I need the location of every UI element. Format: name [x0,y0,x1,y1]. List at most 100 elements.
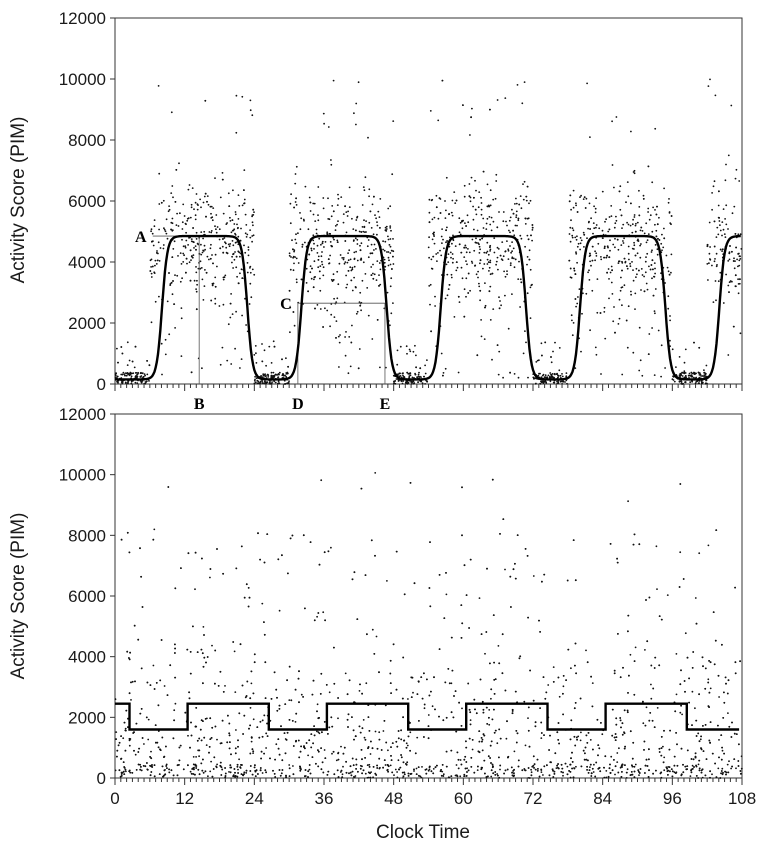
data-point [344,354,347,357]
data-point [326,233,329,235]
data-point [479,248,481,251]
data-point [620,726,622,729]
data-point [621,260,623,263]
data-point [630,202,632,205]
data-point [716,264,718,266]
data-point [738,264,741,267]
data-point [333,238,335,241]
data-point [437,217,440,220]
data-point [486,263,489,265]
data-point [489,250,491,252]
data-point [340,196,343,199]
data-point [327,733,329,735]
data-point [441,242,443,245]
data-point [714,762,716,765]
data-point [210,212,212,215]
data-point [126,364,129,366]
data-point [245,236,248,238]
data-point [575,765,577,768]
data-point [643,749,645,751]
data-point [740,755,743,758]
data-point [674,710,677,713]
data-point [666,767,668,770]
data-point [452,716,455,719]
data-point [272,340,275,343]
data-point [681,713,683,716]
data-point [633,770,636,773]
data-point [122,770,125,773]
data-point [469,711,472,714]
data-point [134,345,137,348]
data-point [417,680,420,683]
data-point [335,301,338,303]
data-point [386,580,388,582]
data-point [387,256,390,259]
data-point [198,737,201,740]
data-point [121,380,124,382]
data-point [308,764,311,766]
data-point [127,381,129,383]
data-point [589,739,592,741]
data-point [410,772,413,775]
data-point [312,213,315,216]
data-point [271,381,273,383]
data-point [723,233,726,236]
data-point [245,583,248,586]
data-point [346,215,349,217]
data-point [522,198,525,201]
data-point [714,258,716,260]
data-point [451,253,454,255]
data-point [496,99,499,101]
data-point [355,229,357,232]
data-point [491,478,494,481]
data-point [228,771,230,773]
data-point [195,756,198,758]
data-point [542,676,545,678]
data-point [397,759,400,762]
data-point [184,245,187,248]
data-point [617,323,620,325]
data-point [367,747,369,750]
data-point [620,244,623,247]
data-point [660,344,663,347]
data-point [482,217,485,220]
data-point [387,770,389,773]
data-point [630,293,632,296]
data-point [375,248,377,250]
data-point [316,730,318,733]
data-point [128,359,131,362]
data-point [459,233,462,236]
data-point [228,245,231,248]
data-point [572,539,575,541]
data-point [431,705,434,708]
data-point [165,232,168,235]
data-point [446,240,448,242]
data-point [455,269,458,272]
data-point [270,371,273,374]
data-point [654,272,656,275]
data-point [611,734,614,737]
data-point [479,238,481,241]
data-point [375,635,378,638]
data-point [486,250,489,253]
data-point [552,350,554,353]
data-point [198,773,201,776]
data-point [667,307,670,310]
data-point [438,715,440,718]
data-point [149,684,152,686]
data-point [503,270,505,273]
data-point [284,383,286,385]
data-point [387,238,390,241]
data-point [588,269,590,272]
data-point [410,380,413,383]
data-point [254,375,256,378]
data-point [163,227,165,230]
data-point [414,373,417,376]
data-point [643,740,646,743]
data-point [476,354,479,357]
bottom-scatter [114,472,743,779]
data-point [709,78,711,81]
data-point [695,719,698,722]
data-point [552,681,555,683]
data-point [214,285,217,288]
